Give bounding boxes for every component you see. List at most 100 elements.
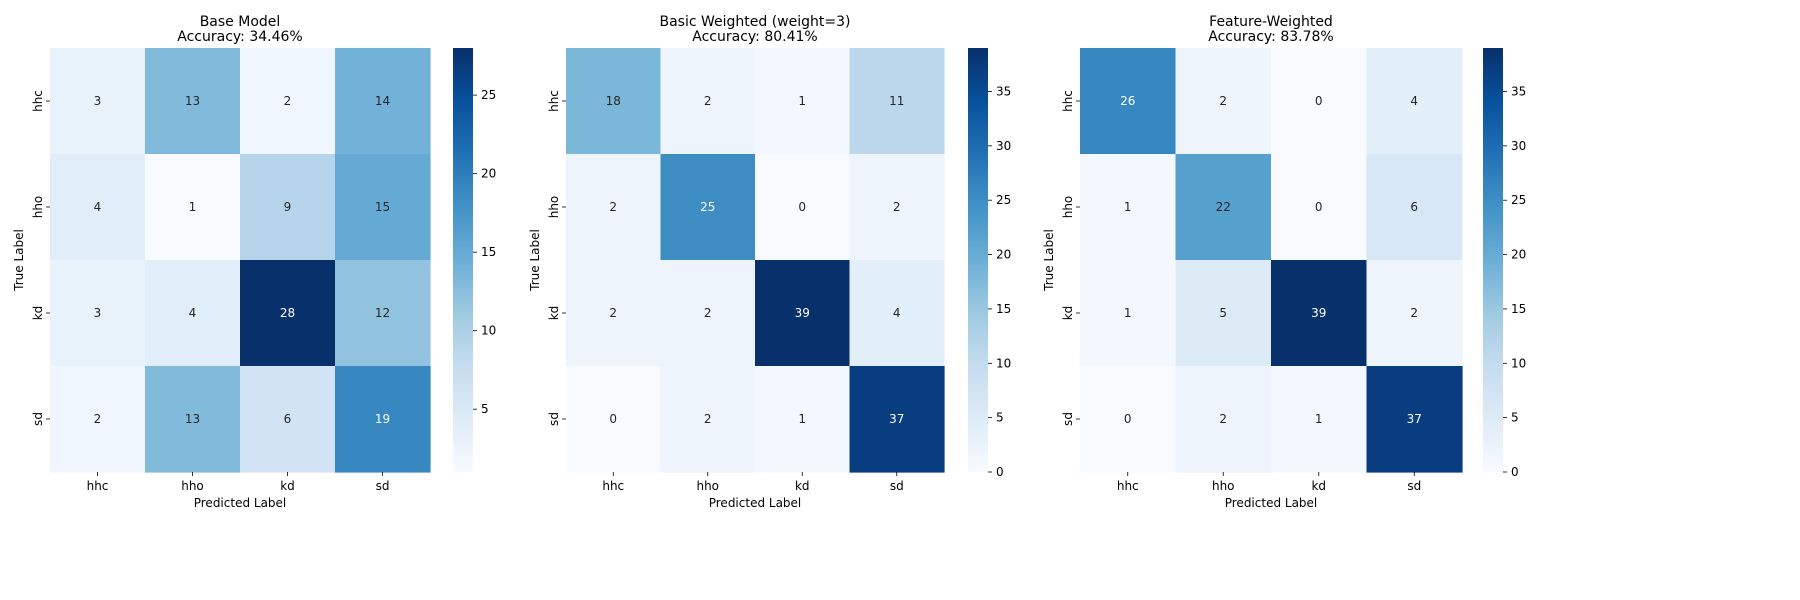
heatmap-cell xyxy=(1175,154,1272,261)
cell-value-label: 2 xyxy=(893,200,901,214)
cell-value-label: 0 xyxy=(1124,412,1132,426)
heatmap-cell xyxy=(1271,260,1368,367)
x-tick-label: kd xyxy=(1311,479,1326,493)
cell-value-label: 28 xyxy=(280,306,295,320)
heatmap-cell xyxy=(240,48,336,155)
heatmap-cell xyxy=(1175,260,1272,367)
cell-value-label: 13 xyxy=(185,94,200,108)
y-axis-label: True Label xyxy=(12,229,26,292)
colorbar-tick-label: 10 xyxy=(1511,356,1526,370)
heatmap-cell xyxy=(755,260,851,367)
cell-value-label: 2 xyxy=(609,306,617,320)
cell-value-label: 4 xyxy=(189,306,197,320)
cell-value-label: 1 xyxy=(1124,306,1132,320)
colorbar-tick-label: 15 xyxy=(1511,302,1526,316)
colorbar-tick-label: 15 xyxy=(996,302,1011,316)
heatmap-cell xyxy=(566,260,662,367)
chart-title: Basic Weighted (weight=3) xyxy=(659,14,850,30)
heatmap-cell xyxy=(1271,366,1368,473)
colorbar-tick-label: 15 xyxy=(481,245,496,259)
cell-value-label: 39 xyxy=(795,306,810,320)
heatmap-cell xyxy=(1366,260,1463,367)
cell-value-label: 2 xyxy=(609,200,617,214)
x-tick-label: kd xyxy=(280,479,295,493)
x-axis-label: Predicted Label xyxy=(709,496,802,510)
cell-value-label: 4 xyxy=(94,200,102,214)
cell-value-label: 2 xyxy=(1219,412,1227,426)
cell-value-label: 13 xyxy=(185,412,200,426)
heatmap-cell xyxy=(145,154,241,261)
heatmap-cell xyxy=(240,154,336,261)
x-tick-label: hhc xyxy=(87,479,109,493)
x-tick-label: sd xyxy=(1407,479,1421,493)
cell-value-label: 37 xyxy=(889,412,904,426)
chart-subtitle: Accuracy: 34.46% xyxy=(177,29,302,45)
heatmap-cell xyxy=(1080,154,1177,261)
cell-value-label: 1 xyxy=(1315,412,1323,426)
colorbar-tick-label: 10 xyxy=(996,356,1011,370)
heatmap-cell xyxy=(1080,48,1177,155)
cell-value-label: 6 xyxy=(1410,200,1418,214)
x-tick-label: hho xyxy=(696,479,719,493)
x-tick-label: hhc xyxy=(1117,479,1139,493)
chart-title: Base Model xyxy=(200,14,281,30)
cell-value-label: 1 xyxy=(189,200,197,214)
heatmap-cell xyxy=(849,48,945,155)
cell-value-label: 1 xyxy=(798,94,806,108)
heatmap-cell xyxy=(145,366,241,473)
heatmap-cell xyxy=(1175,366,1272,473)
colorbar-tick-label: 30 xyxy=(1511,139,1526,153)
cell-value-label: 18 xyxy=(606,94,621,108)
x-axis-label: Predicted Label xyxy=(1225,496,1318,510)
y-tick-label: hhc xyxy=(547,90,561,112)
cell-value-label: 2 xyxy=(1410,306,1418,320)
colorbar-tick-label: 25 xyxy=(1511,193,1526,207)
x-tick-label: kd xyxy=(795,479,810,493)
y-tick-label: hho xyxy=(1061,196,1075,219)
heatmap-cell xyxy=(50,154,146,261)
cell-value-label: 12 xyxy=(375,306,390,320)
cell-value-label: 9 xyxy=(284,200,292,214)
heatmap-cell xyxy=(660,48,756,155)
y-tick-label: hhc xyxy=(1061,90,1075,112)
heatmap-cell xyxy=(1271,154,1368,261)
heatmap-cell xyxy=(849,154,945,261)
chart-subtitle: Accuracy: 83.78% xyxy=(1208,29,1333,45)
cell-value-label: 0 xyxy=(1315,200,1323,214)
y-tick-label: kd xyxy=(31,306,45,321)
cell-value-label: 5 xyxy=(1219,306,1227,320)
cell-value-label: 11 xyxy=(889,94,904,108)
heatmap-cell xyxy=(566,366,662,473)
cell-value-label: 26 xyxy=(1120,94,1135,108)
cell-value-label: 37 xyxy=(1407,412,1422,426)
heatmap-cell xyxy=(1080,366,1177,473)
cell-value-label: 39 xyxy=(1311,306,1326,320)
heatmap-cell xyxy=(335,48,431,155)
colorbar-tick-label: 0 xyxy=(996,465,1004,479)
colorbar-tick-label: 30 xyxy=(996,139,1011,153)
cell-value-label: 4 xyxy=(1410,94,1418,108)
heatmap-cell xyxy=(566,48,662,155)
cell-value-label: 2 xyxy=(704,412,712,426)
x-tick-label: sd xyxy=(890,479,904,493)
cell-value-label: 2 xyxy=(1219,94,1227,108)
cell-value-label: 1 xyxy=(798,412,806,426)
heatmap-cell xyxy=(240,260,336,367)
cell-value-label: 2 xyxy=(704,94,712,108)
y-axis-label: True Label xyxy=(1042,229,1056,292)
heatmap-cell xyxy=(660,260,756,367)
cell-value-label: 4 xyxy=(893,306,901,320)
heatmap-cell xyxy=(1366,366,1463,473)
chart-title: Feature-Weighted xyxy=(1209,14,1333,30)
heatmap-cell xyxy=(50,48,146,155)
cell-value-label: 2 xyxy=(704,306,712,320)
heatmap-cell xyxy=(660,154,756,261)
cell-value-label: 0 xyxy=(609,412,617,426)
cell-value-label: 22 xyxy=(1216,200,1231,214)
heatmap-cell xyxy=(1175,48,1272,155)
colorbar-tick-label: 5 xyxy=(996,411,1004,425)
x-tick-label: hho xyxy=(181,479,204,493)
y-tick-label: hho xyxy=(31,196,45,219)
